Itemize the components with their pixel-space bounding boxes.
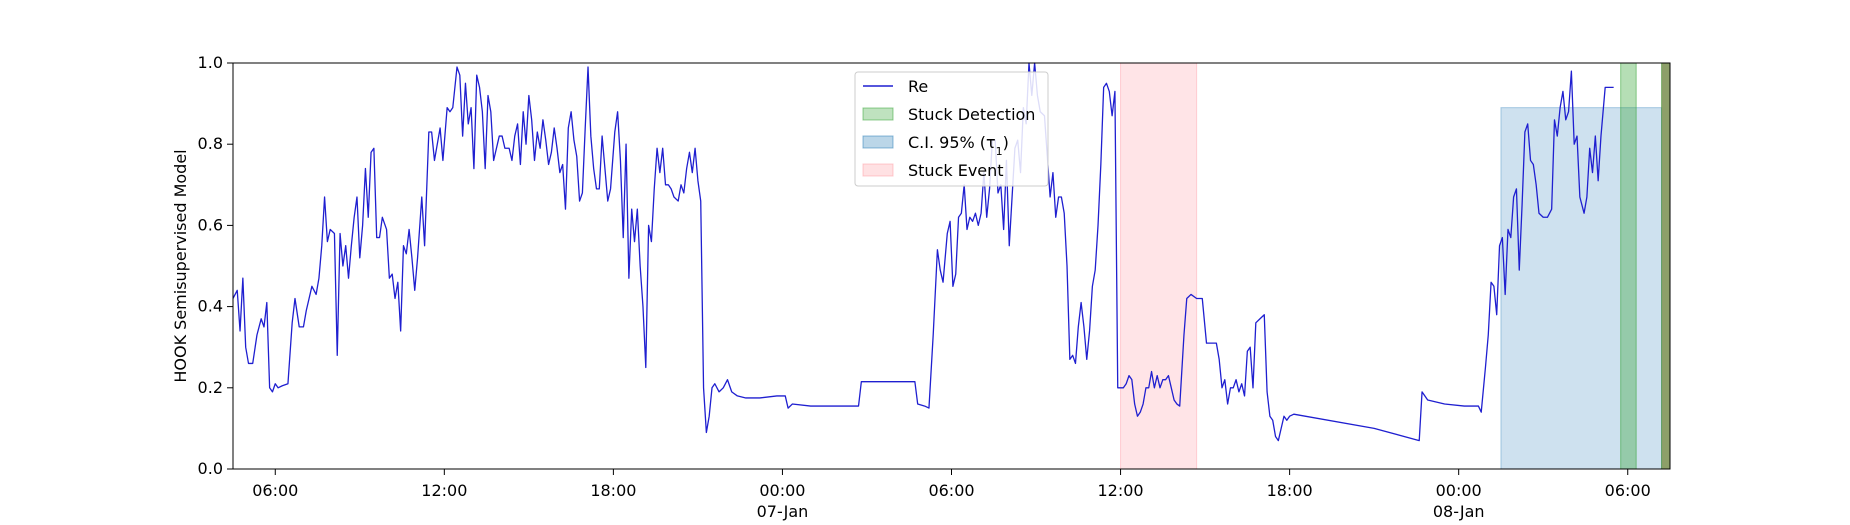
x-tick-label: 00:00 [759, 481, 805, 500]
x-tick-year-label: 1900 [762, 523, 803, 525]
y-axis: 0.0 0.2 0.4 0.6 0.8 1.0 [198, 53, 233, 478]
ci95-span [1500, 107, 1663, 470]
legend-label: Stuck Event [908, 161, 1004, 180]
stuck-detection-edge-band [1661, 63, 1670, 469]
y-axis-label: HOOK Semisupervised Model [171, 149, 190, 382]
x-tick-label: 12:00 [421, 481, 467, 500]
stuck-detection-span-1 [1620, 62, 1637, 470]
x-tick-label: 00:00 [1436, 481, 1482, 500]
y-tick-label: 0.2 [198, 378, 223, 397]
stuck-event-span [1120, 62, 1198, 470]
y-tick-label: 1.0 [198, 53, 223, 72]
legend-label: Stuck Detection [908, 105, 1035, 124]
x-tick-date-label: 07-Jan [757, 502, 809, 521]
x-tick-label: 06:00 [1605, 481, 1651, 500]
x-tick-label: 12:00 [1098, 481, 1144, 500]
series-line-re [232, 62, 1614, 442]
y-tick-label: 0.8 [198, 134, 223, 153]
x-axis: 06:00 12:00 18:00 00:00 07-Jan 1900 06:00 12:00… [252, 469, 1651, 525]
shaded-spans [1120, 62, 1671, 470]
x-tick-label: 18:00 [590, 481, 636, 500]
legend-swatch-patch [862, 135, 894, 149]
x-tick-date-label: 08-Jan [1433, 502, 1485, 521]
x-tick-label: 18:00 [1267, 481, 1313, 500]
legend-swatch-patch [862, 163, 894, 177]
y-tick-label: 0.4 [198, 297, 223, 316]
legend-swatch-patch [862, 107, 894, 121]
x-tick-label: 06:00 [928, 481, 974, 500]
x-tick-label: 06:00 [252, 481, 298, 500]
y-tick-label: 0.6 [198, 215, 223, 234]
y-tick-label: 0.0 [198, 459, 223, 478]
legend-box [854, 71, 1049, 187]
legend-label: Re [908, 77, 928, 96]
series-layer [232, 62, 1614, 442]
